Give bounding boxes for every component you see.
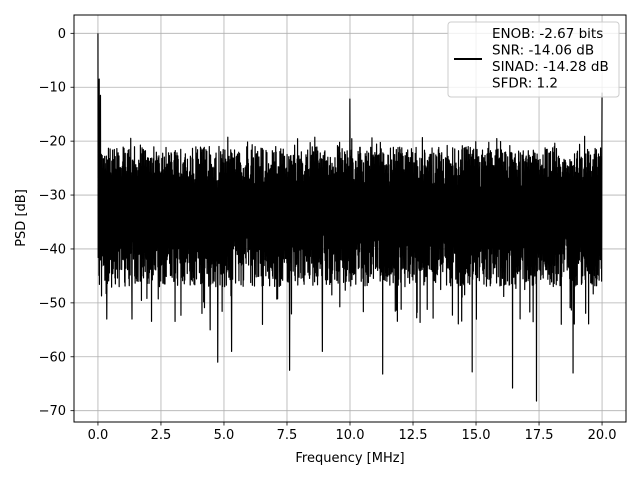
x-tick-label: 0.0 xyxy=(88,428,109,443)
x-ticks: 0.0 2.5 5.0 7.5 10.0 12.5 15.0 17.5 20.0 xyxy=(88,422,617,443)
legend-line: SINAD: -14.28 dB xyxy=(492,59,609,75)
y-tick-label: −60 xyxy=(39,350,66,365)
y-tick-label: 0 xyxy=(58,27,66,42)
x-tick-label: 12.5 xyxy=(399,428,428,443)
legend-line: SNR: -14.06 dB xyxy=(492,43,594,59)
legend-box xyxy=(447,21,620,98)
x-tick-label: 5.0 xyxy=(214,428,235,443)
x-axis-label: Frequency [MHz] xyxy=(295,451,404,466)
x-tick-label: 7.5 xyxy=(277,428,298,443)
y-ticks: 0 −10 −20 −30 −40 −50 −60 −70 xyxy=(39,27,74,419)
y-tick-label: −20 xyxy=(39,135,66,150)
x-tick-label: 10.0 xyxy=(336,428,365,443)
legend-label: ENOB: -2.67 bits SNR: -14.06 dB SINAD: -14… xyxy=(492,26,609,92)
x-tick-label: 20.0 xyxy=(588,428,617,443)
series-layer xyxy=(97,33,603,402)
legend-line: ENOB: -2.67 bits xyxy=(492,26,603,42)
x-tick-label: 15.0 xyxy=(462,428,491,443)
y-tick-label: −70 xyxy=(39,404,66,419)
y-tick-label: −10 xyxy=(39,81,66,96)
legend: ENOB: -2.67 bits SNR: -14.06 dB SINAD: -14… xyxy=(447,21,620,98)
x-tick-label: 2.5 xyxy=(151,428,172,443)
y-axis-label: PSD [dB] xyxy=(14,189,29,247)
y-tick-label: −50 xyxy=(39,296,66,311)
psd-series-line xyxy=(97,33,603,402)
y-tick-label: −30 xyxy=(39,189,66,204)
y-tick-label: −40 xyxy=(39,242,66,257)
legend-line: SFDR: 1.2 xyxy=(492,76,558,92)
x-tick-label: 17.5 xyxy=(525,428,554,443)
